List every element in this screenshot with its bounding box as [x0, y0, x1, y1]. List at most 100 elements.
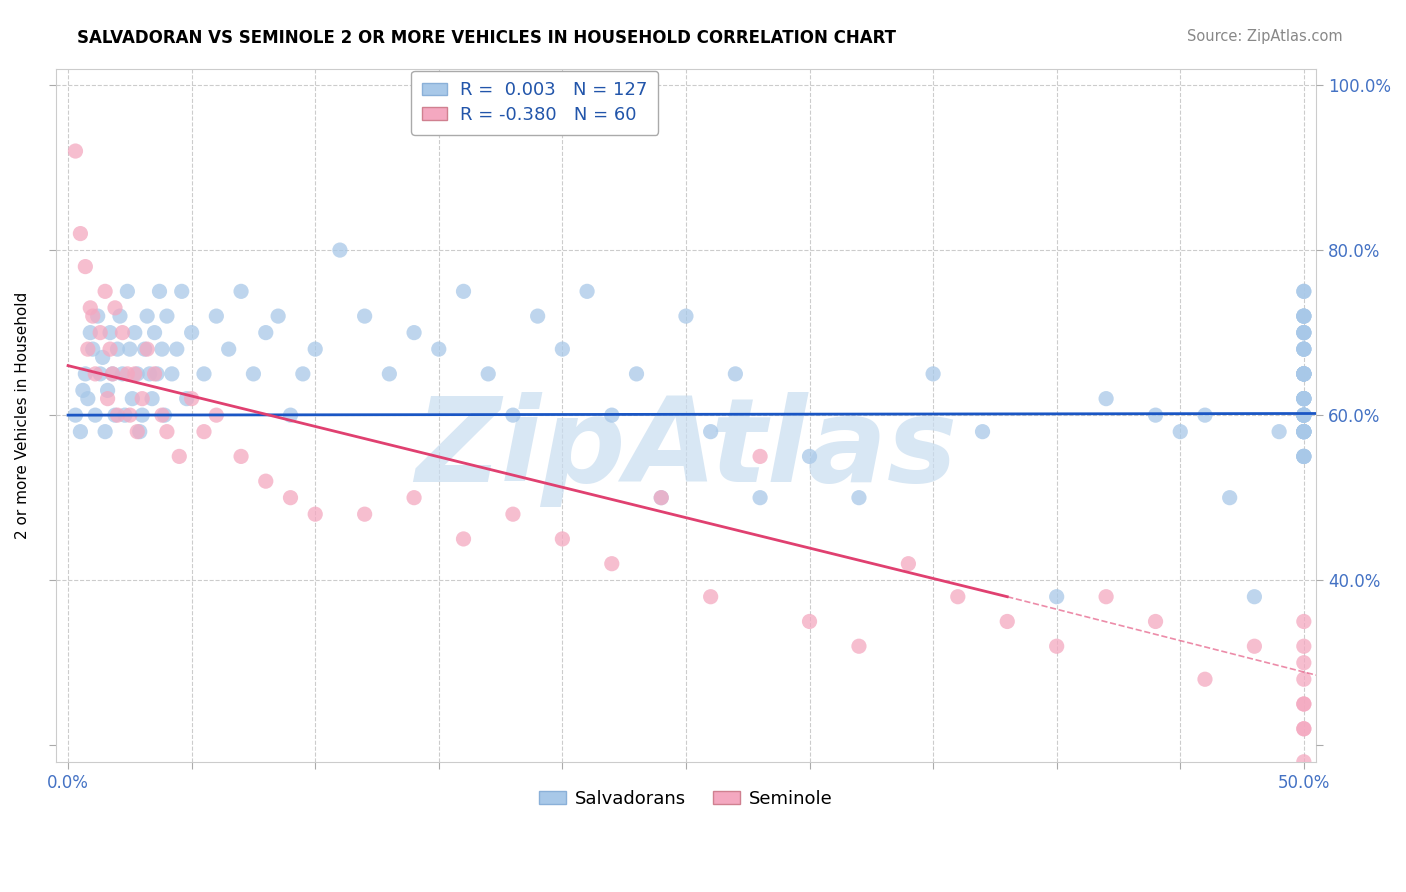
Point [108, 309, 131, 323]
Point [1194, 408, 1216, 422]
Point [84, 367, 107, 381]
Text: ZipAtlas: ZipAtlas [415, 392, 957, 508]
Point [922, 367, 945, 381]
Point [150, 342, 173, 356]
Point [453, 532, 475, 546]
Point [143, 326, 166, 340]
Point [600, 557, 623, 571]
Point [1292, 392, 1315, 406]
Point [1095, 590, 1118, 604]
Point [626, 367, 648, 381]
Point [75, 367, 97, 381]
Point [353, 507, 375, 521]
Point [1292, 392, 1315, 406]
Point [1292, 309, 1315, 323]
Point [1292, 326, 1315, 340]
Point [650, 491, 672, 505]
Point [1243, 639, 1265, 653]
Point [1168, 425, 1191, 439]
Point [1292, 425, 1315, 439]
Point [65, 144, 87, 158]
Point [799, 615, 821, 629]
Point [131, 392, 153, 406]
Point [1292, 309, 1315, 323]
Point [1292, 367, 1315, 381]
Point [76, 392, 98, 406]
Point [502, 408, 524, 422]
Point [1292, 367, 1315, 381]
Point [1292, 392, 1315, 406]
Point [1292, 392, 1315, 406]
Point [1046, 639, 1069, 653]
Point [156, 309, 179, 323]
Point [1292, 722, 1315, 736]
Point [1292, 408, 1315, 422]
Point [98, 342, 121, 356]
Legend: Salvadorans, Seminole: Salvadorans, Seminole [531, 782, 841, 815]
Point [304, 507, 326, 521]
Point [650, 491, 672, 505]
Point [1292, 408, 1315, 422]
Point [1292, 755, 1315, 769]
Point [69, 425, 91, 439]
Point [180, 392, 202, 406]
Point [897, 557, 920, 571]
Point [111, 367, 134, 381]
Point [1292, 309, 1315, 323]
Point [848, 639, 870, 653]
Point [1292, 408, 1315, 422]
Point [502, 507, 524, 521]
Point [89, 367, 111, 381]
Point [242, 367, 264, 381]
Point [107, 342, 129, 356]
Point [1292, 392, 1315, 406]
Point [1292, 285, 1315, 299]
Point [254, 474, 277, 488]
Point [427, 342, 450, 356]
Point [114, 408, 136, 422]
Point [104, 408, 127, 422]
Point [117, 367, 139, 381]
Point [1292, 367, 1315, 381]
Point [699, 425, 721, 439]
Point [675, 309, 697, 323]
Point [378, 367, 401, 381]
Point [291, 367, 314, 381]
Point [97, 384, 120, 398]
Point [136, 342, 159, 356]
Point [477, 367, 499, 381]
Point [205, 309, 228, 323]
Point [89, 326, 111, 340]
Point [180, 326, 202, 340]
Point [551, 342, 574, 356]
Point [404, 491, 426, 505]
Point [98, 326, 121, 340]
Point [799, 450, 821, 464]
Point [193, 425, 215, 439]
Point [229, 285, 252, 299]
Point [1292, 367, 1315, 381]
Point [1292, 326, 1315, 340]
Point [148, 285, 170, 299]
Point [169, 450, 191, 464]
Point [118, 408, 141, 422]
Point [218, 342, 240, 356]
Point [134, 342, 156, 356]
Point [1292, 656, 1315, 670]
Point [1219, 491, 1241, 505]
Point [153, 408, 176, 422]
Point [1292, 639, 1315, 653]
Point [551, 532, 574, 546]
Point [79, 301, 101, 315]
Point [600, 408, 623, 422]
Point [193, 367, 215, 381]
Point [1292, 367, 1315, 381]
Point [136, 309, 159, 323]
Point [1046, 590, 1069, 604]
Point [453, 285, 475, 299]
Point [69, 227, 91, 241]
Point [160, 367, 183, 381]
Point [946, 590, 969, 604]
Point [254, 326, 277, 340]
Point [101, 367, 124, 381]
